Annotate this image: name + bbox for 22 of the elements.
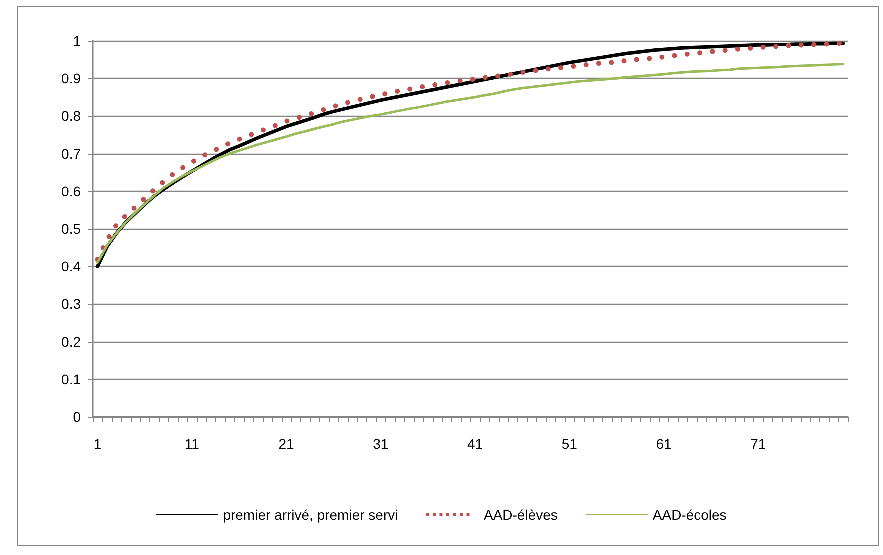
y-tick-label: 0.2 (62, 334, 82, 350)
legend-label: premier arrivé, premier servi (223, 507, 398, 523)
y-tick-label: 0.9 (62, 70, 82, 87)
x-tick-label: 31 (373, 436, 389, 452)
y-tick-label: 0.8 (62, 108, 82, 124)
y-tick-label: 1 (73, 33, 82, 49)
x-tick-label: 1 (94, 436, 102, 452)
x-tick-label: 21 (278, 436, 294, 452)
x-tick-label: 71 (750, 436, 766, 452)
x-tick-label: 11 (184, 436, 200, 452)
y-tick-label: 0.7 (62, 146, 82, 162)
legend-label: AAD-écoles (652, 507, 727, 523)
y-tick-label: 0.5 (62, 221, 82, 237)
y-tick-label: 0 (73, 409, 82, 425)
x-tick-label: 61 (656, 436, 672, 452)
y-tick-label: 0.1 (62, 371, 82, 388)
x-tick-label: 51 (562, 436, 578, 452)
y-tick-label: 0.3 (62, 296, 82, 312)
x-tick-label: 41 (467, 436, 484, 452)
legend-label: AAD-élèves (484, 507, 558, 523)
y-tick-label: 0.4 (62, 258, 82, 275)
y-tick-label: 0.6 (62, 183, 82, 200)
